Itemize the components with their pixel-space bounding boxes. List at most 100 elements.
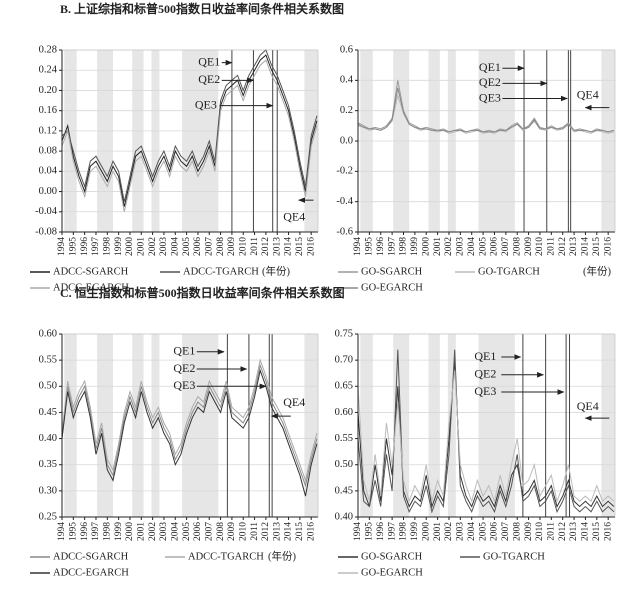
annotation-label: QE3 <box>173 378 195 392</box>
x-tick-label: 2014 <box>284 522 294 541</box>
x-tick-label: 2006 <box>193 237 203 256</box>
x-tick-label: 2009 <box>524 237 534 256</box>
y-tick-label: 0.40 <box>39 433 57 444</box>
y-tick-label: 0.75 <box>335 328 353 339</box>
annotation-label: QE4 <box>283 210 305 224</box>
x-tick-label: 2006 <box>490 237 500 256</box>
shaded-region <box>182 334 219 517</box>
x-tick-label: 2003 <box>159 522 169 541</box>
legend-label: GO-EGARCH <box>361 282 423 293</box>
annotation-label: QE3 <box>474 384 496 398</box>
y-tick-label: 0.50 <box>39 381 57 392</box>
y-tick-label: 0.70 <box>335 355 353 366</box>
x-tick-label: 2004 <box>170 237 180 256</box>
x-tick-label: 1996 <box>80 237 90 256</box>
x-axis-label: (年份) <box>268 549 296 562</box>
x-tick-label: 2002 <box>148 237 158 256</box>
x-tick-label: 2001 <box>433 237 443 256</box>
x-tick-label: 2003 <box>456 237 466 256</box>
x-tick-label: 2014 <box>581 237 591 256</box>
legend-label: ADCC-EGARCH <box>53 567 129 578</box>
x-tick-label: 2001 <box>136 237 146 256</box>
x-tick-label: 2000 <box>421 237 431 256</box>
legend-label: ADCC-SGARCH <box>53 551 129 562</box>
x-axis-label: (年份) <box>262 264 290 277</box>
series-line <box>61 358 318 483</box>
y-tick-label: 0.60 <box>335 407 353 418</box>
y-tick-label: 0.6 <box>340 44 353 55</box>
x-tick-label: 2012 <box>261 522 271 541</box>
x-tick-label: 2013 <box>569 522 579 541</box>
x-tick-label: 2009 <box>227 237 237 256</box>
shaded-region <box>182 50 219 232</box>
x-tick-label: 2009 <box>227 522 237 541</box>
legend-label: ADCC-TGARCH <box>183 266 259 277</box>
x-tick-label: 2016 <box>603 522 613 541</box>
y-tick-label: 0.00 <box>39 186 57 197</box>
x-tick-label: 2011 <box>250 522 260 541</box>
x-tick-label: 1994 <box>57 237 67 256</box>
x-tick-label: 1999 <box>410 522 420 541</box>
x-tick-label: 2014 <box>581 522 591 541</box>
x-tick-label: 2008 <box>216 237 226 256</box>
series-line <box>61 59 318 212</box>
x-tick-label: 2011 <box>547 237 557 256</box>
legend-label: GO-TGARCH <box>483 551 545 562</box>
shaded-region <box>64 334 77 517</box>
x-tick-label: 1997 <box>91 522 101 541</box>
x-tick-label: 2000 <box>125 522 135 541</box>
x-tick-label: 1995 <box>69 522 79 541</box>
x-tick-label: 1998 <box>399 237 409 256</box>
x-tick-label: 2013 <box>272 237 282 256</box>
x-axis-label: (年份) <box>583 264 611 277</box>
annotation-label: QE4 <box>283 395 305 409</box>
x-tick-label: 2016 <box>306 237 316 256</box>
x-tick-label: 2013 <box>569 237 579 256</box>
x-tick-label: 2010 <box>238 522 248 541</box>
y-tick-label: -0.4 <box>336 196 353 207</box>
y-tick-label: 0.50 <box>335 459 353 470</box>
x-tick-label: 1995 <box>365 522 375 541</box>
x-tick-label: 2007 <box>204 522 214 541</box>
y-tick-label: 0.45 <box>335 485 353 496</box>
annotation-label: QE4 <box>577 87 599 101</box>
x-tick-label: 2000 <box>125 237 135 256</box>
x-tick-label: 2001 <box>433 522 443 541</box>
x-tick-label: 2005 <box>478 522 488 541</box>
x-tick-label: 1999 <box>114 522 124 541</box>
shaded-region <box>132 50 144 232</box>
x-tick-label: 2011 <box>547 522 557 541</box>
y-tick-label: -0.08 <box>35 226 57 237</box>
panel-title: C. 恒生指数和标普500指数日收益率间条件相关系数图 <box>60 285 345 300</box>
panel-title: B. 上证综指和标普500指数日收益率间条件相关系数图 <box>60 1 344 16</box>
y-tick-label: 0.65 <box>335 381 353 392</box>
series-line <box>357 370 615 504</box>
x-tick-label: 2005 <box>478 237 488 256</box>
x-tick-label: 1999 <box>410 237 420 256</box>
x-tick-label: 2011 <box>250 237 260 256</box>
x-tick-label: 1994 <box>57 522 67 541</box>
annotation-label: QE2 <box>479 75 501 89</box>
x-tick-label: 2015 <box>295 522 305 541</box>
x-tick-label: 1999 <box>114 237 124 256</box>
x-tick-label: 2004 <box>170 522 180 541</box>
x-tick-label: 1997 <box>387 522 397 541</box>
series-line <box>61 368 318 497</box>
series-line <box>61 54 318 207</box>
x-tick-label: 1996 <box>376 237 386 256</box>
x-tick-label: 1997 <box>387 237 397 256</box>
annotation-label: QE1 <box>198 54 220 68</box>
x-tick-label: 1998 <box>399 522 409 541</box>
y-tick-label: 0.04 <box>39 166 58 177</box>
annotation-label: QE2 <box>474 367 496 381</box>
x-tick-label: 2012 <box>558 522 568 541</box>
x-tick-label: 2006 <box>490 522 500 541</box>
x-tick-label: 2010 <box>535 522 545 541</box>
legend-label: ADCC-TGARCH <box>188 551 264 562</box>
y-tick-label: 0.2 <box>340 105 353 116</box>
legend-label: ADCC-EGARCH <box>53 282 129 293</box>
y-tick-label: 0.16 <box>39 105 57 116</box>
legend-label: GO-EGARCH <box>361 567 423 578</box>
